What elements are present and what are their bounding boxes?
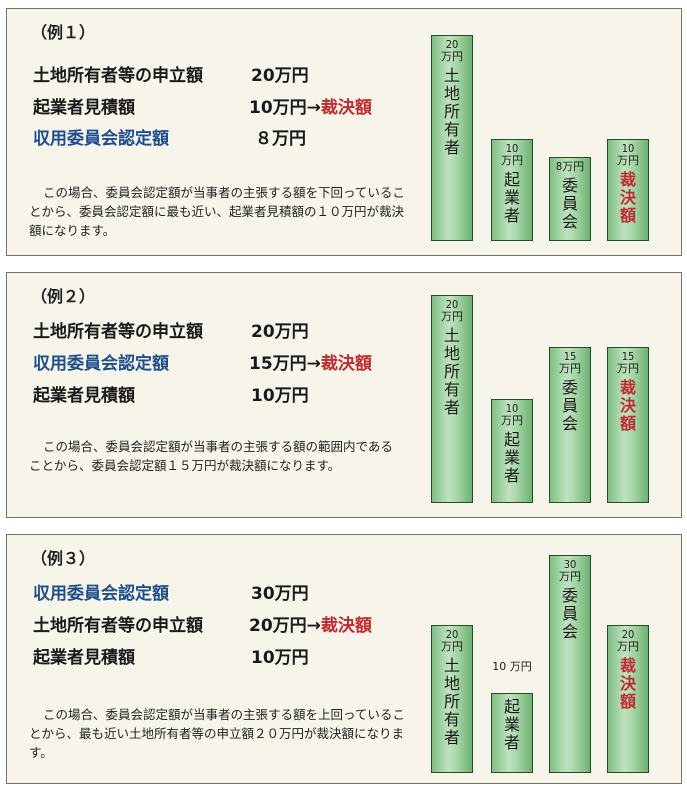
bar-committee: 30 万円 委 員 会 bbox=[549, 555, 591, 773]
bar-name: 裁 決 額 bbox=[619, 378, 636, 433]
row-label: 起業者見積額 bbox=[33, 648, 135, 668]
bar-amount: 8万円 bbox=[555, 160, 585, 173]
row-amount: 20万円 bbox=[251, 322, 309, 342]
row-label: 土地所有者等の申立額 bbox=[33, 322, 203, 342]
bar-amount: 20 万円 bbox=[441, 298, 463, 323]
bar-landowner: 20 万円 土 地 所 有 者 bbox=[431, 625, 473, 773]
row-label: 土地所有者等の申立額 bbox=[33, 66, 203, 86]
arrow: → bbox=[306, 98, 321, 118]
bar-developer: 10 万円 起 業 者 bbox=[491, 399, 533, 503]
bar-name: 委 員 会 bbox=[561, 378, 578, 433]
bar-amount: 10 万円 bbox=[501, 402, 523, 427]
row-amount: 20万円 bbox=[251, 66, 309, 86]
bar-name: 起 業 者 bbox=[503, 430, 520, 485]
row-label: 起業者見積額 bbox=[33, 98, 135, 118]
bar-landowner: 20 万円 土 地 所 有 者 bbox=[431, 35, 473, 241]
bar-amount: 15 万円 bbox=[617, 350, 639, 375]
example-title: （例１） bbox=[31, 23, 96, 42]
row-amount: 10万円 bbox=[251, 386, 309, 406]
arrow: → bbox=[306, 616, 321, 636]
row-label: 土地所有者等の申立額 bbox=[33, 616, 203, 636]
bar-developer: 起 業 者 bbox=[491, 693, 533, 773]
bar-name: 土 地 所 有 者 bbox=[443, 326, 460, 417]
example-title: （例２） bbox=[31, 287, 96, 306]
bar-developer: 10 万円 起 業 者 bbox=[491, 139, 533, 241]
bar-amount: 10 万円 bbox=[617, 142, 639, 167]
bar-amount: 10 万円 bbox=[501, 142, 523, 167]
bar-verdict: 15 万円 裁 決 額 bbox=[607, 347, 649, 503]
row-label: 収用委員会認定額 bbox=[33, 354, 169, 374]
bar-name: 起 業 者 bbox=[503, 697, 520, 752]
row-label: 起業者見積額 bbox=[33, 386, 135, 406]
bar-name: 委 員 会 bbox=[561, 586, 578, 641]
bar-verdict: 20 万円 裁 決 額 bbox=[607, 625, 649, 773]
bar-amount: 20 万円 bbox=[617, 628, 639, 653]
bar-committee: 15 万円 委 員 会 bbox=[549, 347, 591, 503]
description: この場合、委員会認定額が当事者の主張する額を下回っていることから、委員会認定額に… bbox=[29, 185, 405, 238]
verdict-label: 裁決額 bbox=[320, 616, 372, 636]
bar-amount: 20 万円 bbox=[441, 628, 463, 653]
description: この場合、委員会認定額が当事者の主張する額を上回っていることから、最も近い土地所… bbox=[29, 707, 405, 760]
example-3-panel: （例３） 収用委員会認定額 30万円 土地所有者等の申立額 20万円→裁決額 起… bbox=[6, 534, 682, 784]
bar-landowner: 20 万円 土 地 所 有 者 bbox=[431, 295, 473, 503]
row-amount: 30万円 bbox=[251, 584, 309, 604]
bar-amount: 15 万円 bbox=[559, 350, 581, 375]
row-amount: ８万円 bbox=[255, 129, 306, 149]
bar-amount: 10 万円 bbox=[492, 660, 532, 673]
bar-name: 土 地 所 有 者 bbox=[443, 656, 460, 747]
row-label: 収用委員会認定額 bbox=[33, 584, 169, 604]
bar-name: 裁 決 額 bbox=[619, 170, 636, 225]
row-amount: 20万円 bbox=[249, 616, 307, 636]
description: この場合、委員会認定額が当事者の主張する額の範囲内であることから、委員会認定額１… bbox=[29, 439, 393, 473]
row-amount: 15万円 bbox=[249, 354, 307, 374]
row-amount: 10万円 bbox=[251, 648, 309, 668]
bar-amount: 30 万円 bbox=[559, 558, 581, 583]
bar-committee: 8万円 委 員 会 bbox=[549, 157, 591, 241]
bar-name: 起 業 者 bbox=[503, 170, 520, 225]
bar-verdict: 10 万円 裁 決 額 bbox=[607, 139, 649, 241]
arrow: → bbox=[306, 354, 321, 374]
verdict-label: 裁決額 bbox=[320, 354, 372, 374]
verdict-label: 裁決額 bbox=[320, 98, 372, 118]
bar-amount: 20 万円 bbox=[441, 38, 463, 63]
bar-name: 土 地 所 有 者 bbox=[443, 66, 460, 157]
row-amount: 10万円 bbox=[249, 98, 307, 118]
bar-name: 裁 決 額 bbox=[619, 656, 636, 711]
example-2-panel: （例２） 土地所有者等の申立額 20万円 収用委員会認定額 15万円→裁決額 起… bbox=[6, 272, 682, 518]
example-1-panel: （例１） 土地所有者等の申立額 20万円 起業者見積額 10万円→裁決額 収用委… bbox=[6, 8, 682, 256]
example-title: （例３） bbox=[31, 549, 96, 568]
row-label: 収用委員会認定額 bbox=[33, 129, 169, 149]
bar-name: 委 員 会 bbox=[561, 176, 578, 231]
